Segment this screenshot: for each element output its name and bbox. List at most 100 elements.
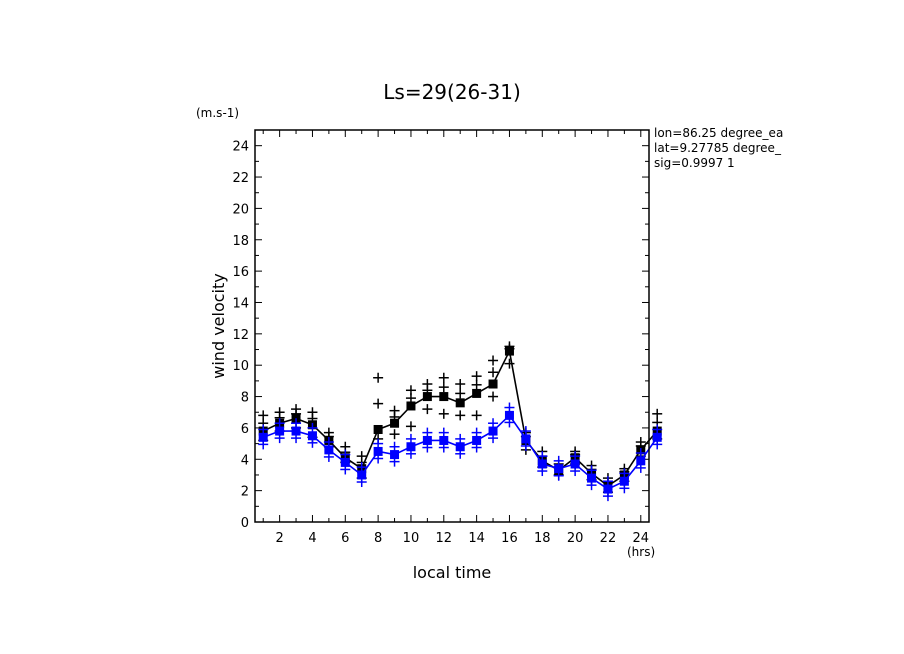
- data-point: [537, 459, 547, 469]
- data-point: [275, 426, 285, 436]
- spread-point: [537, 451, 548, 462]
- spread-point: [488, 355, 499, 366]
- x-tick-label: 8: [374, 531, 382, 546]
- y-tick-label: 10: [232, 359, 249, 374]
- data-point: [291, 426, 301, 436]
- x-tick-label: 6: [341, 531, 349, 546]
- data-point: [324, 445, 334, 455]
- x-unit-label: (hrs): [627, 545, 655, 559]
- info-lon: lon=86.25 degree_ea: [654, 126, 783, 140]
- spread-point: [323, 437, 334, 448]
- spread-point: [274, 418, 285, 429]
- y-tick-label: 16: [232, 265, 249, 280]
- spread-point: [652, 424, 663, 435]
- y-tick-label: 12: [232, 328, 249, 343]
- spread-point: [619, 468, 630, 479]
- spread-point: [455, 388, 466, 399]
- spread-point: [438, 427, 449, 438]
- x-tick-label: 2: [275, 531, 283, 546]
- spread-point: [652, 408, 663, 419]
- spread-point: [356, 462, 367, 473]
- data-point: [619, 476, 629, 486]
- spread-point: [488, 367, 499, 378]
- spread-point: [471, 427, 482, 438]
- spread-point: [405, 393, 416, 404]
- spread-point: [602, 476, 613, 487]
- spread-point: [586, 465, 597, 476]
- spread-point: [455, 379, 466, 390]
- y-tick-label: 22: [232, 171, 249, 186]
- x-tick-label: 14: [468, 531, 485, 546]
- spread-point: [520, 426, 531, 437]
- spread-point: [389, 441, 400, 452]
- series-layer: [258, 341, 663, 502]
- data-point: [570, 459, 580, 469]
- data-point: [422, 392, 432, 402]
- plot-frame: [254, 129, 650, 523]
- info-sig: sig=0.9997 1: [654, 156, 735, 170]
- spread-point: [553, 455, 564, 466]
- data-point: [357, 470, 367, 480]
- x-axis-label: local time: [413, 563, 492, 582]
- spread-point: [373, 438, 384, 449]
- data-point: [340, 457, 350, 467]
- spread-point: [455, 433, 466, 444]
- data-point: [406, 442, 416, 452]
- y-tick-label: 14: [232, 296, 249, 311]
- data-point: [406, 401, 416, 411]
- info-lat: lat=9.27785 degree_: [654, 141, 782, 155]
- spread-point: [422, 427, 433, 438]
- spread-point: [635, 448, 646, 459]
- spread-point: [471, 371, 482, 382]
- data-point: [504, 410, 514, 420]
- data-point: [455, 398, 465, 408]
- y-tick-label: 6: [241, 422, 249, 437]
- data-point: [603, 484, 613, 494]
- spread-point: [258, 424, 269, 435]
- x-tick-label: 12: [436, 531, 453, 546]
- data-point: [587, 473, 597, 483]
- y-tick-label: 20: [232, 202, 249, 217]
- data-point: [488, 379, 498, 389]
- x-tick-label: 24: [633, 531, 650, 546]
- spread-point: [455, 410, 466, 421]
- data-point: [554, 464, 564, 474]
- spread-point: [307, 422, 318, 433]
- x-tick-label: 16: [501, 531, 518, 546]
- spread-point: [291, 418, 302, 429]
- data-point: [504, 346, 514, 356]
- x-tick-label: 18: [534, 531, 551, 546]
- spread-point: [405, 433, 416, 444]
- data-point: [390, 418, 400, 428]
- data-point: [258, 432, 268, 442]
- x-tick-label: 4: [308, 531, 316, 546]
- spread-point: [405, 421, 416, 432]
- spread-point: [504, 358, 515, 369]
- x-tick-label: 10: [403, 531, 420, 546]
- spread-point: [504, 402, 515, 413]
- data-point: [422, 435, 432, 445]
- y-tick-label: 24: [232, 140, 249, 155]
- data-point: [439, 392, 449, 402]
- y-axis-label: wind velocity: [209, 273, 228, 378]
- data-point: [439, 435, 449, 445]
- data-point: [488, 426, 498, 436]
- spread-point: [471, 379, 482, 390]
- data-point: [390, 450, 400, 460]
- spread-point: [488, 391, 499, 402]
- y-tick-label: 4: [241, 453, 249, 468]
- data-point: [472, 435, 482, 445]
- x-tick-label: 20: [567, 531, 584, 546]
- info-box: lon=86.25 degree_ea lat=9.27785 degree_ …: [654, 126, 783, 170]
- data-point: [373, 446, 383, 456]
- data-point: [521, 434, 531, 444]
- spread-point: [422, 404, 433, 415]
- spread-point: [438, 382, 449, 393]
- spread-point: [438, 372, 449, 383]
- data-point: [472, 388, 482, 398]
- data-point: [455, 442, 465, 452]
- y-tick-label: 0: [241, 516, 249, 531]
- data-point: [636, 456, 646, 466]
